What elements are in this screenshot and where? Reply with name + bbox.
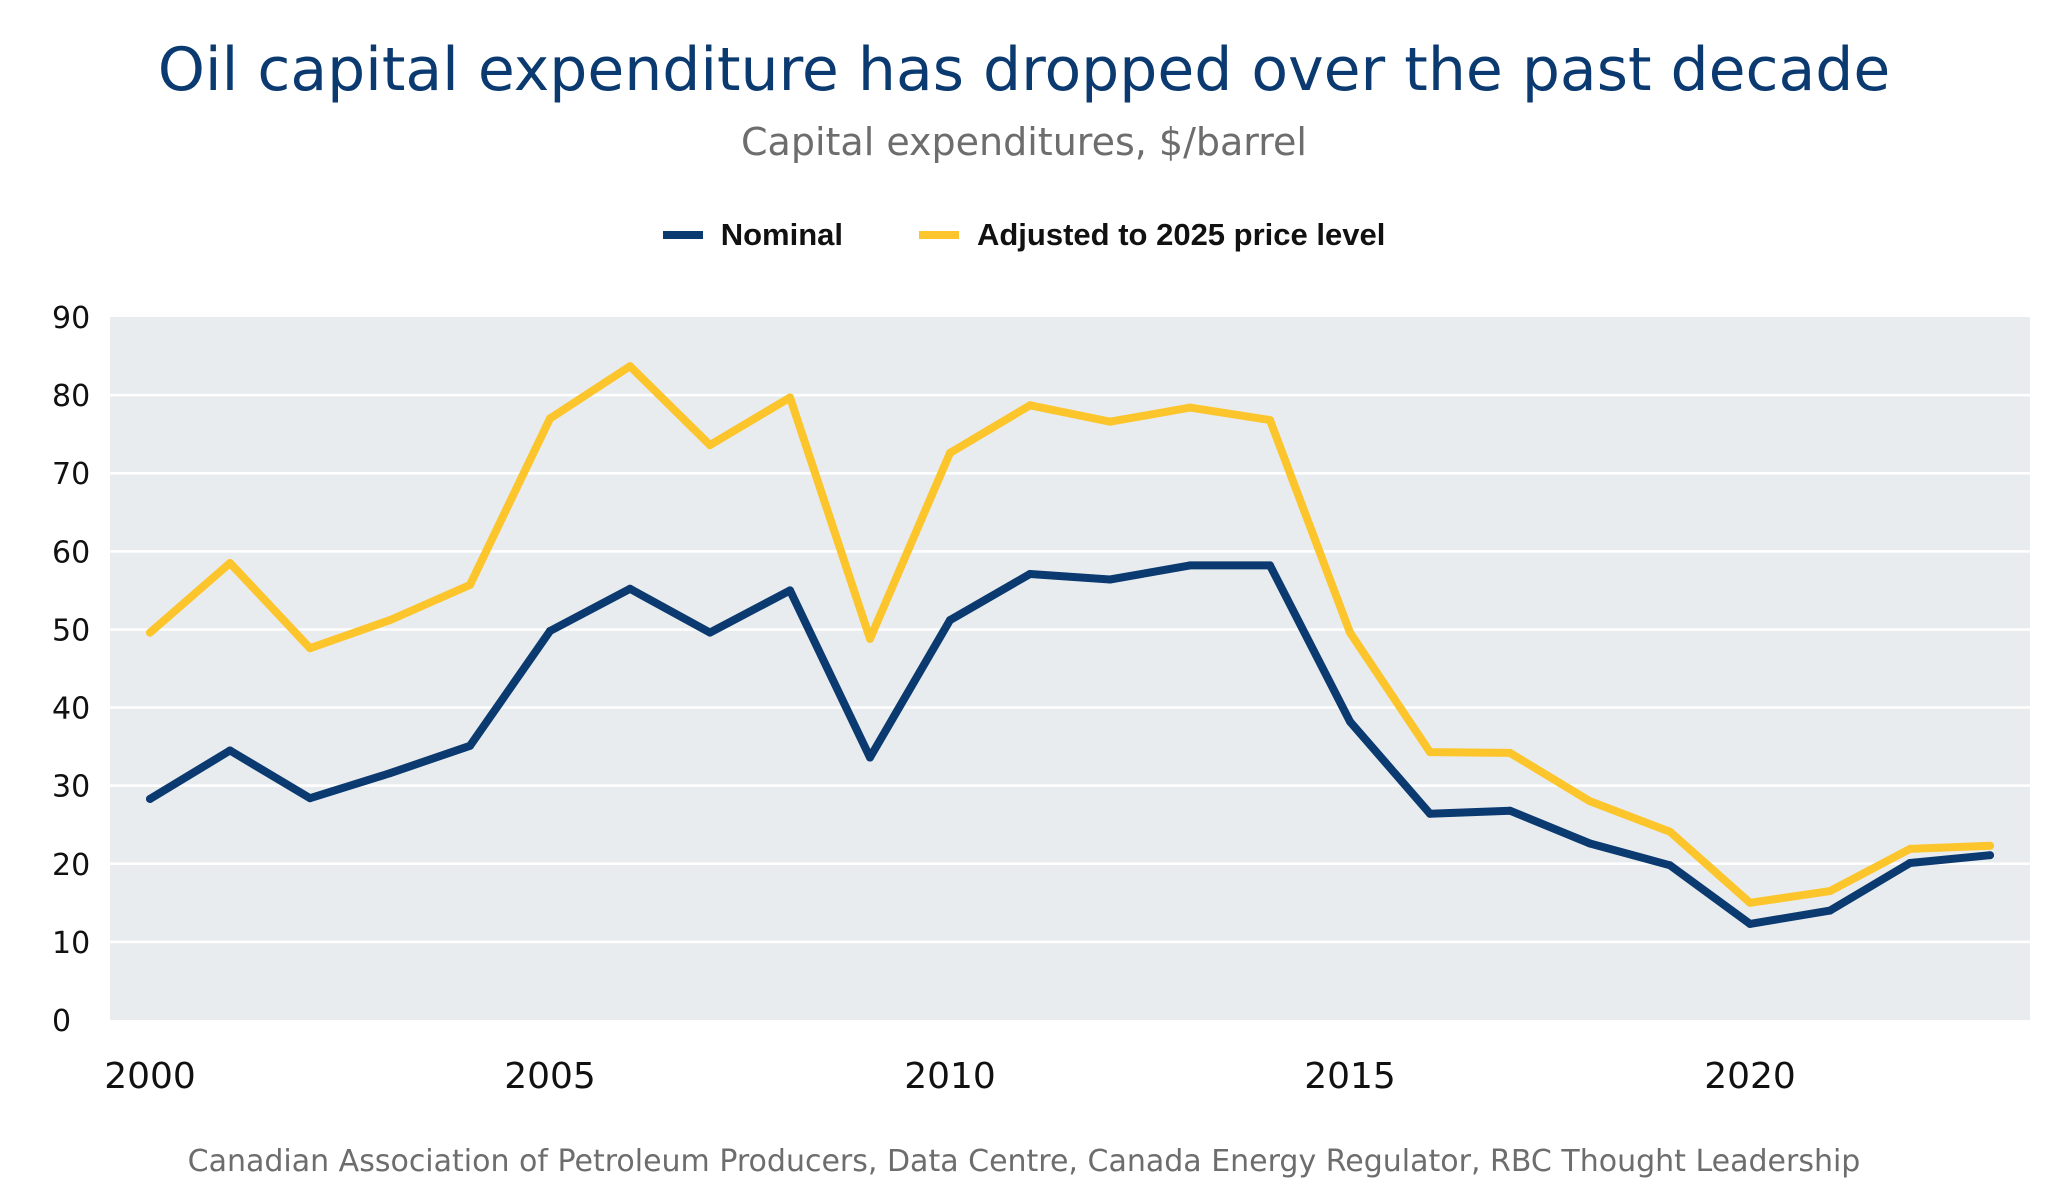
data-point-nominal (1986, 851, 1994, 860)
data-point-nominal (226, 746, 234, 755)
data-point-nominal (1826, 906, 1834, 915)
legend-item-adjusted: Adjusted to 2025 price level (918, 217, 1386, 253)
data-point-adjusted (1826, 887, 1834, 896)
data-point-adjusted (1026, 401, 1034, 410)
data-point-nominal (626, 584, 634, 593)
y-tick-label: 70 (52, 457, 90, 492)
data-point-adjusted (1666, 827, 1674, 836)
y-tick-label: 20 (52, 848, 90, 883)
data-point-adjusted (946, 448, 954, 457)
data-point-adjusted (146, 628, 154, 637)
y-tick-label: 10 (52, 926, 90, 961)
y-tick-label: 90 (52, 301, 90, 336)
chart-title: Oil capital expenditure has dropped over… (157, 35, 1891, 105)
data-point-adjusted (546, 414, 554, 423)
x-axis-ticks: 2000 2005 2010 2015 2020 (104, 1056, 1796, 1097)
chart-source: Canadian Association of Petroleum Produc… (187, 1144, 1861, 1179)
data-point-adjusted (1106, 417, 1114, 426)
data-point-adjusted (1506, 748, 1514, 757)
y-tick-label: 0 (52, 1004, 71, 1039)
data-point-adjusted (706, 441, 714, 450)
data-point-nominal (306, 794, 314, 803)
data-point-nominal (946, 616, 954, 625)
y-tick-label: 50 (52, 613, 90, 648)
x-tick-label: 2020 (1704, 1056, 1796, 1097)
data-point-nominal (146, 794, 154, 803)
data-point-nominal (466, 741, 474, 750)
data-point-nominal (1266, 561, 1274, 570)
data-point-adjusted (1186, 403, 1194, 412)
x-tick-label: 2000 (104, 1056, 196, 1097)
legend-item-nominal: Nominal (662, 217, 843, 253)
data-point-adjusted (1266, 416, 1274, 425)
data-point-adjusted (386, 616, 394, 625)
legend-swatch-adjusted (918, 231, 959, 239)
x-tick-label: 2015 (1304, 1056, 1396, 1097)
data-point-nominal (1346, 717, 1354, 726)
data-point-adjusted (1586, 797, 1594, 806)
data-point-adjusted (306, 644, 314, 653)
x-tick-label: 2005 (504, 1056, 596, 1097)
series-lines (146, 362, 1994, 928)
y-tick-label: 40 (52, 692, 90, 727)
series-line-adjusted (146, 362, 1994, 907)
data-point-adjusted (1906, 844, 1914, 853)
y-tick-label: 30 (52, 770, 90, 805)
legend-label-adjusted: Adjusted to 2025 price level (976, 217, 1386, 252)
legend-label-nominal: Nominal (720, 217, 843, 252)
plot-background (110, 317, 2030, 1020)
chart-subtitle: Capital expenditures, $/barrel (741, 120, 1307, 164)
data-point-adjusted (226, 559, 234, 567)
data-point-adjusted (626, 362, 634, 371)
data-point-nominal (1906, 859, 1914, 867)
data-point-nominal (386, 769, 394, 778)
x-tick-label: 2010 (904, 1056, 996, 1097)
legend: Nominal Adjusted to 2025 price level (0, 212, 2048, 258)
data-point-adjusted (1746, 898, 1754, 907)
data-point-nominal (1746, 919, 1754, 928)
y-axis-ticks: 0 10 20 30 40 50 60 70 80 90 (52, 301, 90, 1039)
data-point-adjusted (466, 580, 474, 589)
data-point-nominal (706, 628, 714, 637)
data-point-nominal (1666, 861, 1674, 870)
data-point-adjusted (786, 393, 794, 402)
data-point-adjusted (1346, 628, 1354, 637)
series-line-nominal (146, 561, 1994, 928)
data-point-nominal (1026, 570, 1034, 578)
data-point-adjusted (866, 634, 874, 643)
data-point-adjusted (1986, 841, 1994, 850)
y-tick-label: 60 (52, 535, 90, 570)
data-point-nominal (866, 753, 874, 762)
data-point-nominal (1106, 575, 1114, 584)
data-point-nominal (546, 627, 554, 635)
data-point-nominal (1186, 561, 1194, 570)
data-point-adjusted (1426, 748, 1434, 757)
data-point-nominal (1426, 809, 1434, 818)
y-tick-label: 80 (52, 379, 90, 414)
data-point-nominal (1506, 806, 1514, 815)
data-point-nominal (786, 586, 794, 595)
legend-swatch-nominal (662, 231, 703, 239)
data-point-nominal (1586, 839, 1594, 848)
